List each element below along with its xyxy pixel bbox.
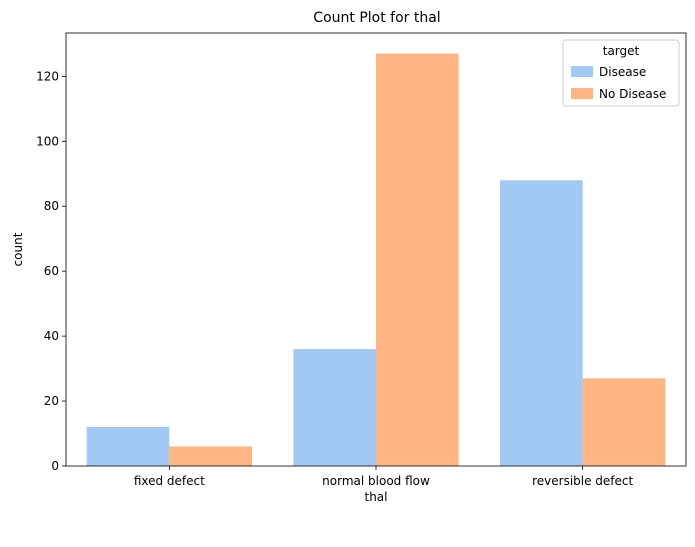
- legend-swatch-disease: [571, 66, 593, 77]
- bar-normal-blood-flow-no-disease: [376, 53, 459, 466]
- legend: target Disease No Disease: [562, 39, 680, 107]
- y-axis-ticks: 0 20 40 60 80 100 120: [36, 69, 66, 473]
- x-axis-ticks: fixed defect normal blood flow reversible …: [134, 466, 634, 488]
- bar-fixed-defect-disease: [86, 427, 170, 466]
- legend-swatch-no-disease: [571, 88, 593, 99]
- bars-group: [86, 53, 666, 466]
- y-tick-label: 80: [44, 199, 59, 213]
- x-axis-label: thal: [365, 490, 388, 504]
- x-tick-label-normal-blood-flow: normal blood flow: [322, 474, 430, 488]
- bar-fixed-defect-no-disease: [169, 446, 252, 466]
- x-tick-label-reversible-defect: reversible defect: [532, 474, 633, 488]
- bar-normal-blood-flow-disease: [293, 349, 376, 466]
- legend-entries: Disease No Disease: [571, 65, 666, 101]
- y-axis-label: count: [11, 232, 25, 266]
- legend-label-disease: Disease: [599, 65, 646, 79]
- y-tick-label: 0: [51, 459, 59, 473]
- legend-label-no-disease: No Disease: [599, 87, 666, 101]
- y-tick-label: 40: [44, 329, 59, 343]
- chart-title: Count Plot for thal: [313, 10, 440, 26]
- y-tick-label: 60: [44, 264, 59, 278]
- x-tick-label-fixed-defect: fixed defect: [134, 474, 205, 488]
- bar-reversible-defect-disease: [500, 180, 583, 466]
- bar-reversible-defect-no-disease: [582, 378, 666, 466]
- y-tick-label: 120: [36, 69, 59, 83]
- legend-title: target: [603, 44, 640, 58]
- y-tick-label: 20: [44, 394, 59, 408]
- y-tick-label: 100: [36, 134, 59, 148]
- plot-frame: [65, 32, 687, 467]
